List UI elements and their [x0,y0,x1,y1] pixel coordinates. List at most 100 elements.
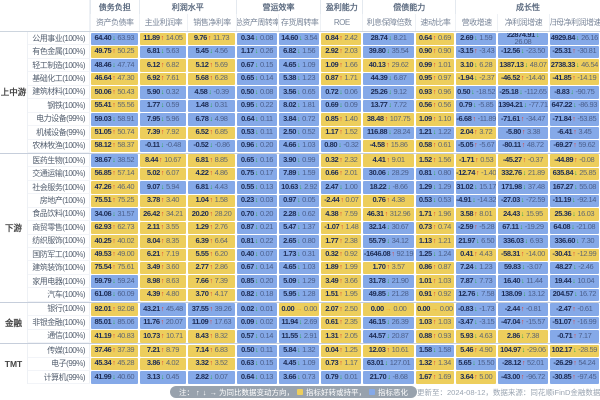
industry-label[interactable]: 汽车(100%) [28,288,90,302]
industry-label[interactable]: 电力设备(99%) [28,112,90,127]
metric-cell: 2.82↓ 0.07 [187,371,236,384]
industry-label[interactable]: 电子(99%) [28,357,90,371]
metric-cell: 0.99↑ 1.01 [415,59,455,72]
comparison-value: 57.14 [117,168,135,178]
industry-label[interactable]: 医药生物(100%) [28,153,90,168]
industry-label[interactable]: 商贸零售(100%) [28,221,90,235]
trend-down-icon: ↓ [522,291,527,299]
current-value: 1.48↓ [195,100,213,110]
industry-label[interactable]: 传媒(100%) [28,344,90,358]
metric-cell: 5.84↓ 1.32 [278,344,320,357]
comparison-value: -11.89 [477,113,497,123]
trend-down-icon: ↓ [254,156,259,164]
industry-label[interactable]: 通信(100%) [28,329,90,344]
comparison-value: 0.15 [259,358,273,368]
comparison-value: 312.96 [389,208,411,218]
comparison-value: 39.26 [214,303,232,313]
current-value: 0.85↑ [325,113,343,123]
trend-up-icon: ↑ [209,170,213,178]
current-value: 0.99↑ [418,59,437,69]
comparison-value: -72.59 [526,195,545,205]
trend-down-icon: ↓ [523,102,528,110]
industry-label[interactable]: 社会服务(100%) [28,180,90,195]
industry-label[interactable]: 计算机(99%) [28,370,90,385]
comparison-value: 4.98 [214,113,228,123]
comparison-value: 1.22 [437,127,451,137]
comparison-value: -15.57 [526,317,545,327]
metric-cell: 1.03↑ 1.03 [415,316,455,330]
trend-up-icon: ↑ [432,277,437,285]
trend-down-icon: ↓ [255,347,259,355]
trend-down-icon: ↓ [474,61,478,69]
current-value: 11.55↓ [281,330,302,340]
metric-cell: 10.63↓ 2.92 [278,181,320,194]
trend-down-icon: ↓ [254,360,259,368]
industry-label[interactable]: 有色金属(100%) [28,45,90,59]
current-value: 4.38↑ [325,208,343,218]
metric-cell: 11.55↓ 2.91 [278,330,320,343]
industry-label[interactable]: 交通运输(100%) [28,167,90,181]
industry-label[interactable]: 农林牧渔(100%) [28,139,90,153]
metric-cell: 1.67↑ 1.69 [415,371,455,384]
industry-label[interactable]: 建筑材料(100%) [28,85,90,100]
trend-down-icon: ↓ [387,183,391,191]
industry-label[interactable]: 基础化工(100%) [28,72,90,86]
industry-label[interactable]: 建筑装饰(100%) [28,261,90,275]
metric-cell: 7.66↑ 7.39 [187,275,236,288]
current-value: 6.81↓ [195,181,213,191]
current-value: 64.40↓ [94,32,116,42]
trend-down-icon: ↓ [298,34,303,42]
metric-cell: 1.89↑ 1.99 [320,261,362,275]
comparison-value: 0.00 [439,303,453,313]
note-label: 注： [179,387,194,397]
comparison-value: 1.96 [437,208,451,218]
industry-label[interactable]: 轻工制造(100%) [28,58,90,73]
trend-up-icon: ↑ [474,142,478,150]
trend-down-icon: ↓ [297,129,301,137]
metric-cell: -71.84↑ -53.85 [549,113,600,126]
current-value: -71.61↑ [501,113,524,123]
current-value: 0.50↓ [241,345,259,355]
trend-down-icon: ↓ [160,115,165,123]
comparison-value: 10.67 [164,154,181,164]
metric-cell: 41.19↑ 40.83 [90,330,139,343]
comparison-value: 0.22 [259,235,273,245]
industry-label[interactable]: 公用事业(100%) [28,32,90,46]
trend-up-icon: ↑ [339,319,343,327]
trend-down-icon: ↓ [209,102,213,110]
metric-cell: 25.26↓ 9.12 [362,86,414,99]
industry-label[interactable]: 纺织服饰(100%) [28,234,90,248]
industry-label[interactable]: 房地产(100%) [28,194,90,208]
current-value: 6.81↑ [195,154,213,164]
comparison-value: 4.90 [479,345,493,355]
current-value: 0.95↑ [418,73,437,83]
comparison-value: -97.45 [577,371,597,381]
comparison-value: 1.37 [302,222,316,232]
current-value: 1.67↑ [418,371,437,381]
trend-down-icon: ↓ [208,88,212,96]
industry-label[interactable]: 家用电器(100%) [28,274,90,289]
current-value: 92.01↑ [94,303,116,313]
trend-down-icon: ↓ [209,183,213,191]
comparison-value: 3.54 [304,32,318,42]
industry-label[interactable]: 非银金融(100%) [28,316,90,330]
trend-down-icon: ↓ [535,32,540,39]
trend-down-icon: ↓ [386,237,391,245]
industry-label[interactable]: 钢铁(100%) [28,99,90,113]
comparison-value: 2.03 [344,46,358,56]
industry-label[interactable]: 银行(100%) [28,302,90,317]
industry-label[interactable]: 机械设备(99%) [28,126,90,140]
trend-up-icon: ↑ [474,373,478,381]
current-value: -1.71↑ [459,154,479,164]
metric-cell: 2.11↑ 3.55 [139,221,188,235]
industry-label[interactable]: 食品饮料(100%) [28,207,90,222]
current-value: -71.84↑ [552,113,576,123]
comparison-value: 4.43 [479,248,493,258]
comparison-value: 5.00 [479,371,493,381]
trend-up-icon: ↑ [384,115,389,123]
metric-cell: 0.00→ 0.00 [415,303,455,316]
comparison-value: 4.02 [165,358,179,368]
current-value: -12.74↑ [456,168,480,178]
metric-cell: 0.32↑ 0.92 [320,248,362,261]
industry-label[interactable]: 国防军工(100%) [28,248,90,262]
